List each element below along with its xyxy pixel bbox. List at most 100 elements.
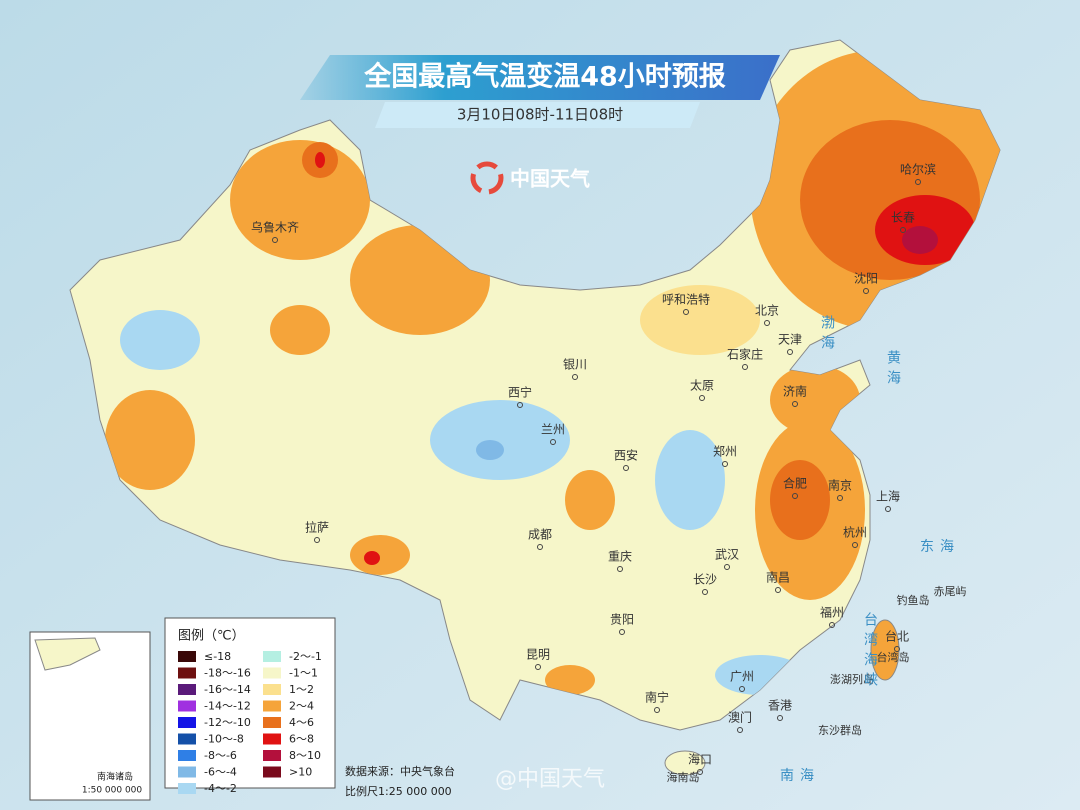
title: 全国最高气温变温48小时预报 xyxy=(363,61,726,93)
city-label: 拉萨 xyxy=(305,520,329,535)
city-label: 台北 xyxy=(885,629,909,644)
hainan xyxy=(664,750,706,776)
city-label: 郑州 xyxy=(713,444,737,459)
legend-swatch xyxy=(263,700,281,712)
legend-label: 2～4 xyxy=(289,700,314,713)
city-marker xyxy=(619,629,625,635)
legend-swatch xyxy=(178,733,196,745)
legend-label: -6～-4 xyxy=(204,766,237,779)
legend-swatch xyxy=(263,766,281,778)
city-label: 南京 xyxy=(828,478,852,493)
legend-label: 8～10 xyxy=(289,749,321,762)
watermark: @中国天气 xyxy=(495,767,605,792)
inset: 南海诸岛 1:50 000 000 xyxy=(29,631,151,801)
city-marker xyxy=(314,537,320,543)
city-marker xyxy=(702,589,708,595)
city-marker xyxy=(537,544,543,550)
city-marker xyxy=(550,439,556,445)
city-marker xyxy=(829,622,835,628)
city-label: 南宁 xyxy=(645,690,669,705)
city-label: 武汉 xyxy=(715,548,739,562)
scale: 比例尺1:25 000 000 xyxy=(345,784,452,798)
legend-swatch xyxy=(263,733,281,745)
sea-label: 南海 xyxy=(780,768,820,784)
city-label: 广州 xyxy=(730,670,754,684)
city-marker xyxy=(885,506,891,512)
city-marker xyxy=(837,495,843,501)
legend-swatch xyxy=(178,700,196,712)
logo-text: 中国天气 xyxy=(510,167,590,191)
city-marker xyxy=(697,769,703,775)
temperature-shading xyxy=(105,50,1000,695)
city-marker xyxy=(775,587,781,593)
city-label: 合肥 xyxy=(783,476,807,491)
legend-swatch xyxy=(263,651,281,662)
city-marker xyxy=(623,465,629,471)
subtitle: 3月10日08时-11日08时 xyxy=(457,106,623,124)
city-label: 西安 xyxy=(614,448,638,463)
legend-label: -2～-1 xyxy=(289,650,322,663)
city-label: 济南 xyxy=(783,384,807,399)
city-marker xyxy=(272,237,278,243)
city-label: 太原 xyxy=(690,378,714,393)
island-label: 赤尾屿 xyxy=(934,585,967,598)
title-banner: 全国最高气温变温48小时预报 3月10日08时-11日08时 中国天气 xyxy=(300,55,780,195)
city-marker xyxy=(724,564,730,570)
legend-swatch xyxy=(263,667,281,679)
china-map xyxy=(69,39,1001,776)
legend-swatch xyxy=(178,766,196,778)
city-marker xyxy=(915,179,921,185)
city-label: 澳门 xyxy=(728,710,752,725)
legend-label: ≤-18 xyxy=(204,650,231,663)
city-label: 呼和浩特 xyxy=(662,292,710,307)
legend-label: -14～-12 xyxy=(204,700,251,713)
city-marker xyxy=(654,707,660,713)
inset-scale: 1:50 000 000 xyxy=(82,786,143,796)
legend-label: -18～-16 xyxy=(204,667,251,680)
city-label: 南昌 xyxy=(766,570,790,585)
legend-label: 6～8 xyxy=(289,733,314,746)
logo-icon xyxy=(470,161,504,195)
legend-swatch xyxy=(178,783,196,794)
city-label: 杭州 xyxy=(843,525,867,540)
legend: 图例（℃） ≤-18 -18～-16 -16～-14 -14～-12 -12～-10 -1… xyxy=(164,617,336,795)
legend-label: 1～2 xyxy=(289,683,314,696)
city-label: 海口 xyxy=(688,752,712,767)
source: 数据来源：中央气象台 xyxy=(345,764,455,778)
city-marker xyxy=(683,309,689,315)
city-label: 北京 xyxy=(755,304,779,318)
city-marker xyxy=(900,227,906,233)
city-marker xyxy=(572,374,578,380)
city-label: 银川 xyxy=(563,358,587,372)
legend-label: -12～-10 xyxy=(204,716,251,729)
city-marker xyxy=(517,402,523,408)
city-label: 石家庄 xyxy=(727,347,763,362)
city-label: 香港 xyxy=(768,699,792,713)
city-marker xyxy=(739,686,745,692)
legend-swatch xyxy=(178,667,196,679)
inset-label: 南海诸岛 xyxy=(97,771,133,783)
legend-label: -1～1 xyxy=(289,667,318,680)
legend-swatch xyxy=(263,717,281,728)
city-marker xyxy=(894,646,900,652)
city-marker xyxy=(722,461,728,467)
city-marker xyxy=(764,320,770,326)
sea-label: 台湾海峡 xyxy=(862,612,878,692)
city-marker xyxy=(699,395,705,401)
city-label: 兰州 xyxy=(541,423,565,437)
legend-label: -4～-2 xyxy=(204,782,237,795)
city-marker xyxy=(863,288,869,294)
island-label: 海南岛 xyxy=(667,770,700,784)
city-label: 天津 xyxy=(778,333,802,347)
city-marker xyxy=(777,715,783,721)
island-label: 钓鱼岛 xyxy=(897,593,930,607)
island-label: 台湾岛 xyxy=(877,650,910,664)
city-marker xyxy=(742,364,748,370)
legend-swatch xyxy=(178,684,196,695)
city-label: 重庆 xyxy=(608,550,632,564)
city-marker xyxy=(852,542,858,548)
city-label: 福州 xyxy=(820,605,844,620)
legend-label: -8～-6 xyxy=(204,749,237,762)
sea-label: 东海 xyxy=(920,539,960,555)
